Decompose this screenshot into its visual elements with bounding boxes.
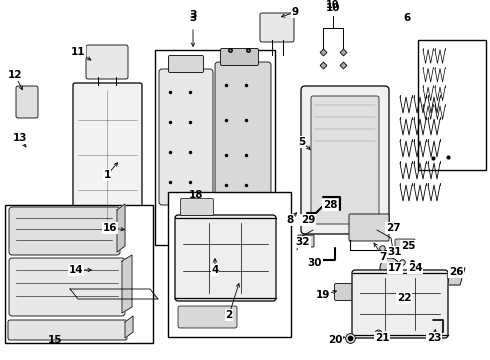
Text: 10: 10 <box>326 0 340 10</box>
Polygon shape <box>448 268 465 285</box>
Text: 11: 11 <box>71 47 85 57</box>
FancyBboxPatch shape <box>86 45 128 79</box>
Text: 3: 3 <box>189 13 196 23</box>
Text: 13: 13 <box>13 133 27 143</box>
FancyBboxPatch shape <box>215 62 271 223</box>
Text: 28: 28 <box>323 200 337 210</box>
Polygon shape <box>122 255 132 313</box>
Text: 23: 23 <box>427 333 441 343</box>
FancyBboxPatch shape <box>352 270 448 338</box>
FancyBboxPatch shape <box>169 55 203 72</box>
Text: 6: 6 <box>403 13 411 23</box>
Text: 3: 3 <box>189 10 197 20</box>
Text: 10: 10 <box>326 3 340 13</box>
Text: 31: 31 <box>388 247 402 257</box>
Text: 24: 24 <box>408 263 422 273</box>
FancyBboxPatch shape <box>311 96 379 224</box>
FancyBboxPatch shape <box>395 239 415 249</box>
Polygon shape <box>117 204 125 252</box>
Text: 19: 19 <box>316 290 330 300</box>
FancyBboxPatch shape <box>9 258 125 316</box>
Polygon shape <box>70 289 158 299</box>
FancyBboxPatch shape <box>375 285 399 299</box>
Bar <box>5 205 153 343</box>
Text: 20: 20 <box>328 335 342 345</box>
Text: 14: 14 <box>69 265 83 275</box>
FancyBboxPatch shape <box>180 198 214 216</box>
Text: 8: 8 <box>286 215 294 225</box>
Text: 30: 30 <box>308 258 322 268</box>
FancyBboxPatch shape <box>301 86 389 234</box>
Text: 7: 7 <box>379 252 387 262</box>
Text: 25: 25 <box>401 241 415 251</box>
FancyBboxPatch shape <box>175 215 276 301</box>
FancyBboxPatch shape <box>73 83 142 227</box>
Text: 18: 18 <box>189 190 203 200</box>
FancyBboxPatch shape <box>67 226 153 292</box>
FancyBboxPatch shape <box>178 306 237 328</box>
Polygon shape <box>125 316 133 338</box>
Bar <box>418 40 486 170</box>
Bar <box>155 50 275 245</box>
FancyBboxPatch shape <box>159 69 213 205</box>
Text: 1: 1 <box>103 170 111 180</box>
FancyBboxPatch shape <box>298 235 314 247</box>
FancyBboxPatch shape <box>260 13 294 42</box>
Text: 2: 2 <box>225 310 233 320</box>
Text: 12: 12 <box>8 70 22 80</box>
Text: 32: 32 <box>296 237 310 247</box>
Text: 5: 5 <box>298 137 306 147</box>
Text: 26: 26 <box>449 267 463 277</box>
Bar <box>168 192 291 337</box>
FancyBboxPatch shape <box>335 284 369 301</box>
Text: 29: 29 <box>301 215 315 225</box>
Text: 17: 17 <box>388 263 402 273</box>
Text: 9: 9 <box>292 7 298 17</box>
Text: 15: 15 <box>48 335 62 345</box>
Circle shape <box>380 258 400 278</box>
FancyBboxPatch shape <box>9 207 120 255</box>
FancyBboxPatch shape <box>8 320 127 340</box>
Text: 21: 21 <box>375 333 389 343</box>
Text: 22: 22 <box>397 293 411 303</box>
FancyBboxPatch shape <box>349 214 389 241</box>
FancyBboxPatch shape <box>220 49 259 66</box>
FancyBboxPatch shape <box>16 86 38 118</box>
Text: 4: 4 <box>211 265 219 275</box>
Text: 27: 27 <box>386 223 400 233</box>
Text: 16: 16 <box>103 223 117 233</box>
